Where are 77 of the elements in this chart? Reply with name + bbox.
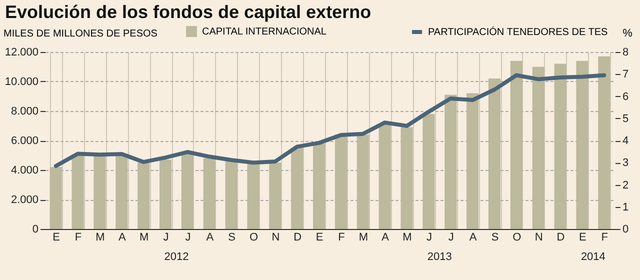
bar [356, 134, 369, 229]
x-tick-label: A [206, 232, 214, 244]
y-tick-label: 6.000 [10, 135, 38, 147]
x-tick-label: D [556, 232, 565, 244]
text: 2013 [427, 251, 452, 263]
bar [488, 78, 501, 229]
legend-label: PARTICIPACIÓN TENEDORES DE TES [428, 26, 608, 38]
y-tick-label: 4.000 [10, 164, 38, 176]
y-tick-label: 8.000 [10, 106, 38, 118]
bar [313, 143, 326, 229]
x-tick-label: E [579, 232, 586, 244]
y2-axis-title: % [622, 28, 633, 40]
bar [159, 160, 172, 229]
x-tick-label: J [185, 232, 191, 244]
x-tick-label: E [52, 232, 60, 244]
bar [94, 155, 106, 229]
bar [576, 60, 588, 229]
x-tick-label: J [163, 232, 169, 244]
bar [510, 60, 522, 229]
x-tick-label: A [118, 232, 126, 244]
y2-tick-label: 3 [622, 157, 629, 170]
y2-tick-label: 1 [622, 201, 629, 214]
x-tick-label: O [249, 232, 258, 244]
x-tick-label: J [448, 232, 454, 244]
y2-tick-label: 4 [622, 135, 629, 147]
x-tick-label: S [228, 232, 236, 244]
line-series [54, 73, 606, 168]
y2-tick-label: 2 [622, 179, 629, 192]
bar [50, 167, 62, 229]
bar [532, 66, 544, 229]
bar [138, 162, 150, 229]
y-tick-label: 2.000 [10, 194, 38, 206]
x-tick-label: N [534, 232, 543, 244]
bar [116, 155, 128, 229]
x-tick-label: J [426, 232, 432, 244]
text: 2012 [164, 251, 189, 263]
x-tick-label: M [402, 232, 412, 244]
bar [422, 114, 435, 229]
x-tick-label: M [96, 232, 105, 244]
bar [203, 158, 216, 229]
bar [444, 94, 457, 229]
bar [334, 134, 347, 229]
x-tick-label: S [491, 232, 499, 244]
x-tick-label: E [316, 232, 324, 244]
y-tick-label: 12.000 [4, 46, 38, 58]
y2-tick-label: 5 [622, 112, 629, 125]
bar [291, 148, 304, 229]
x-tick-label: F [338, 232, 346, 244]
y2-tick-label: 7 [622, 68, 629, 81]
x-tick-label: O [512, 232, 522, 244]
bar [598, 56, 610, 229]
bar [400, 127, 413, 229]
x-tick-label: D [294, 232, 302, 244]
x-tick-label: M [139, 232, 149, 244]
chart-title: Evolución de los fondos de capital externo [5, 2, 372, 22]
x-tick-label: F [601, 232, 608, 244]
legend-label: CAPITAL INTERNACIONAL [202, 26, 327, 38]
x-tick-label: N [272, 232, 280, 244]
y2-tick-label: 6 [622, 90, 629, 103]
y-tick-label: 10.000 [4, 76, 38, 88]
text: 2014 [580, 251, 606, 263]
bar [554, 64, 566, 229]
y2-tick-label: 8 [622, 46, 629, 58]
y-tick-label: 0 [32, 224, 38, 236]
y2-tick-label: 0 [622, 224, 629, 236]
bar [72, 155, 84, 229]
x-tick-label: F [74, 232, 82, 244]
x-tick-label: A [469, 232, 478, 244]
x-tick-label: M [358, 232, 368, 244]
bar [247, 164, 260, 229]
bar [378, 124, 391, 229]
y-axis-title: MILES DE MILLONES DE PESOS [4, 28, 158, 40]
x-tick-label: A [382, 232, 390, 244]
bar [225, 161, 238, 229]
bar [269, 162, 282, 229]
bar [181, 154, 194, 229]
bar [466, 93, 479, 229]
